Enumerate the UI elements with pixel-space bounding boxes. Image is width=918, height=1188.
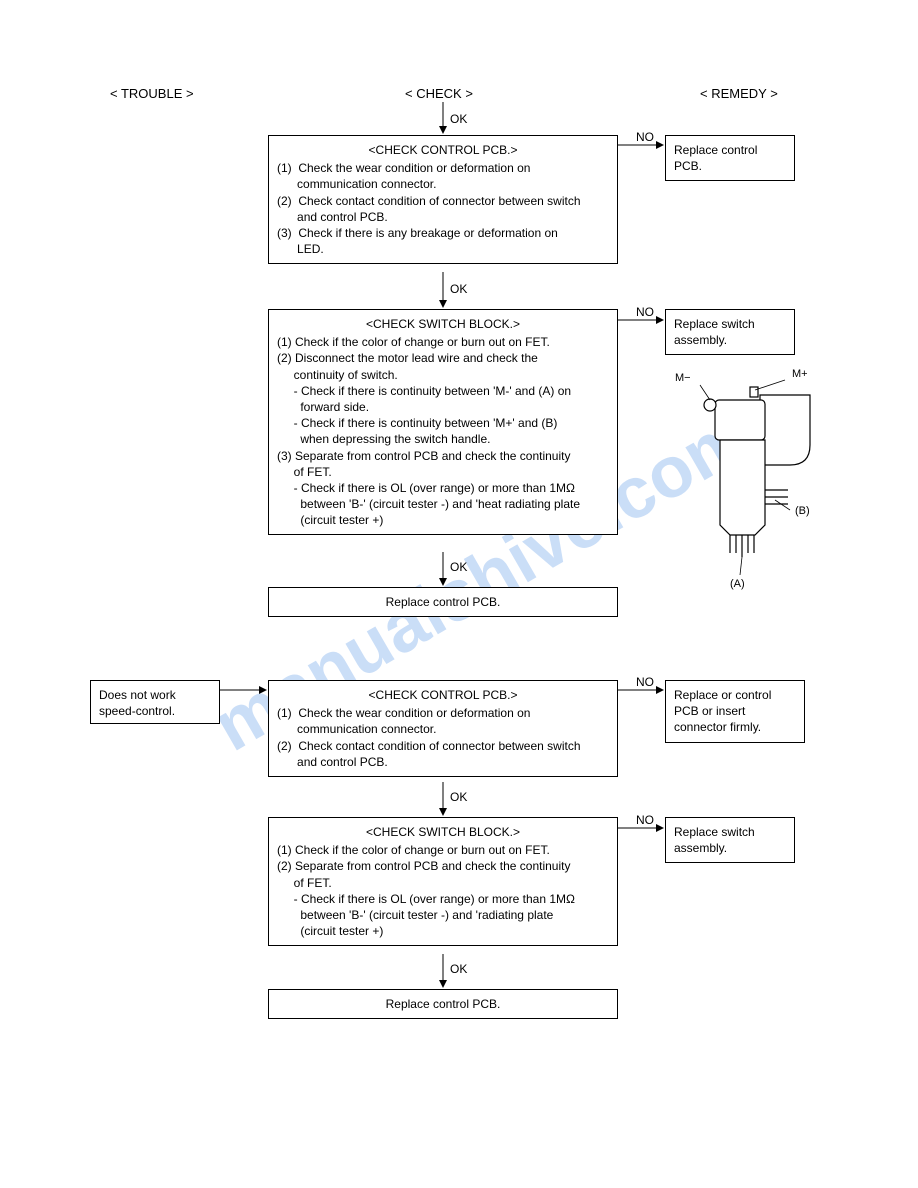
- header-check: < CHECK >: [405, 86, 473, 101]
- no-label-4: NO: [636, 675, 654, 689]
- ok-label-5: OK: [450, 962, 467, 976]
- ok-label-4: OK: [450, 790, 467, 804]
- ok-label-3: OK: [450, 560, 467, 574]
- remedy-box-4: Replace or control PCB or insert connect…: [665, 680, 805, 743]
- no-label-2: NO: [636, 305, 654, 319]
- no-label-5: NO: [636, 813, 654, 827]
- diagram-label-b: (B): [795, 505, 810, 517]
- remedy-box-2: Replace switch assembly.: [665, 309, 795, 355]
- check-box-4-text: (1) Check the wear condition or deformat…: [277, 705, 609, 770]
- check-box-5: <CHECK SWITCH BLOCK.> (1) Check if the c…: [268, 817, 618, 946]
- switch-diagram: [660, 375, 830, 595]
- check-box-2-title: <CHECK SWITCH BLOCK.>: [277, 316, 609, 332]
- check-box-5-title: <CHECK SWITCH BLOCK.>: [277, 824, 609, 840]
- diagram-label-mplus: M+: [792, 368, 808, 380]
- result-box-2-text: Replace control PCB.: [386, 996, 501, 1012]
- result-box-1-text: Replace control PCB.: [386, 594, 501, 610]
- result-box-1: Replace control PCB.: [268, 587, 618, 617]
- check-box-4: <CHECK CONTROL PCB.> (1) Check the wear …: [268, 680, 618, 777]
- check-box-5-text: (1) Check if the color of change or burn…: [277, 842, 609, 939]
- remedy-box-1-text: Replace control PCB.: [674, 142, 786, 174]
- check-box-1-text: (1) Check the wear condition or deformat…: [277, 160, 609, 257]
- ok-label-2: OK: [450, 282, 467, 296]
- remedy-box-5: Replace switch assembly.: [665, 817, 795, 863]
- check-box-2: <CHECK SWITCH BLOCK.> (1) Check if the c…: [268, 309, 618, 535]
- trouble-box-2: Does not work speed-control.: [90, 680, 220, 724]
- check-box-1: <CHECK CONTROL PCB.> (1) Check the wear …: [268, 135, 618, 264]
- trouble-box-2-text: Does not work speed-control.: [99, 687, 211, 719]
- ok-label-1: OK: [450, 112, 467, 126]
- remedy-box-5-text: Replace switch assembly.: [674, 824, 786, 856]
- diagram-label-a: (A): [730, 578, 745, 590]
- no-label-1: NO: [636, 130, 654, 144]
- diagram-label-mminus: M−: [675, 372, 691, 384]
- check-box-2-text: (1) Check if the color of change or burn…: [277, 334, 609, 528]
- check-box-4-title: <CHECK CONTROL PCB.>: [277, 687, 609, 703]
- remedy-box-2-text: Replace switch assembly.: [674, 316, 786, 348]
- check-box-1-title: <CHECK CONTROL PCB.>: [277, 142, 609, 158]
- header-trouble: < TROUBLE >: [110, 86, 194, 101]
- remedy-box-4-text: Replace or control PCB or insert connect…: [674, 687, 796, 736]
- result-box-2: Replace control PCB.: [268, 989, 618, 1019]
- remedy-box-1: Replace control PCB.: [665, 135, 795, 181]
- header-remedy: < REMEDY >: [700, 86, 778, 101]
